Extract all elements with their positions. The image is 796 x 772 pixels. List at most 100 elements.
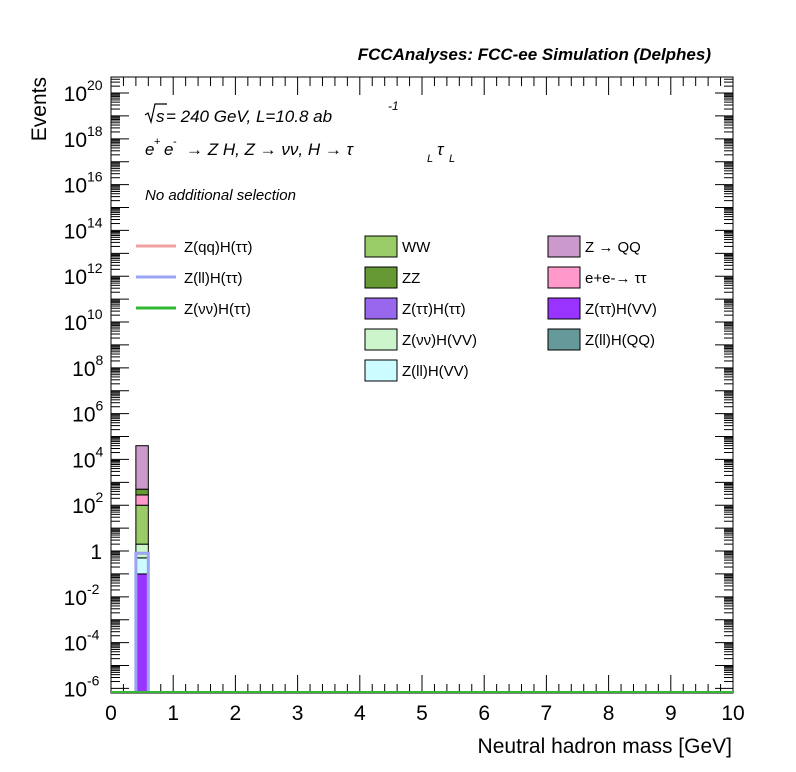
x-tick-label: 9 xyxy=(665,702,677,725)
y-tick-base: 10 xyxy=(64,678,87,701)
process-text: → Z H, Z → νν, H → τ xyxy=(186,140,355,159)
stacked-bars xyxy=(111,445,733,694)
y-tick-label: 10 4 xyxy=(72,443,103,472)
y-axis-label: Events xyxy=(28,77,51,141)
legend-entry: Z(ττ)H(VV) xyxy=(547,297,657,320)
legend-label: Z(ττ)H(VV) xyxy=(585,301,657,318)
x-tick-label: 5 xyxy=(416,702,428,725)
y-tick-base: 10 xyxy=(72,358,95,381)
legend-label: Z(ll)H(VV) xyxy=(402,363,469,380)
x-tick-label: 4 xyxy=(354,702,366,725)
x-tick-label: 6 xyxy=(478,702,490,725)
y-tick-exponent: -6 xyxy=(87,672,100,688)
x-tick-labels: 0 1 2 3 4 5 6 7 8 9 10 xyxy=(105,702,745,725)
legend-label: Z(qq)H(ττ) xyxy=(184,239,253,256)
y-tick-label: 10 2 xyxy=(72,489,103,518)
x-tick-label: 10 xyxy=(721,702,744,725)
legend-entry: Z → QQ xyxy=(547,235,641,258)
process-sub2: L xyxy=(449,153,455,165)
y-tick-base: 10 xyxy=(64,633,87,656)
legend-swatch xyxy=(364,297,398,320)
y-tick-label: 10 18 xyxy=(64,123,103,152)
process-plus: + xyxy=(154,136,160,148)
bar-segment xyxy=(135,488,149,496)
legend-swatch xyxy=(547,297,581,320)
axis-ticks xyxy=(110,76,734,693)
legend-label: Z(ττ)H(ττ) xyxy=(402,301,466,318)
y-tick-label: 10 10 xyxy=(64,306,103,335)
x-tick-label: 0 xyxy=(105,702,117,725)
y-tick-exponent: 16 xyxy=(87,169,103,185)
x-tick-label: 1 xyxy=(167,702,179,725)
legend-entry: WW xyxy=(364,235,431,258)
x-tick-label: 8 xyxy=(603,702,615,725)
process-e2: e xyxy=(164,140,173,159)
lumi-exponent: -1 xyxy=(388,99,399,113)
bar-segment xyxy=(135,557,149,575)
y-tick-base: 10 xyxy=(72,449,95,472)
y-tick-exponent: 10 xyxy=(87,306,103,322)
y-tick-label: 10 12 xyxy=(64,260,103,289)
x-tick-label: 7 xyxy=(541,702,553,725)
plot-frame xyxy=(110,76,734,694)
legend-swatch xyxy=(547,266,581,289)
legend-label: WW xyxy=(402,239,431,256)
y-tick-base: 10 xyxy=(72,495,95,518)
energy-text: = 240 GeV, L=10.8 ab xyxy=(166,107,332,126)
legend-label: Z(ll)H(ττ) xyxy=(184,270,243,287)
process-e1: e xyxy=(145,140,154,159)
y-tick-base: 10 xyxy=(64,220,87,243)
y-tick-base: 10 xyxy=(64,83,87,106)
chart-title: FCCAnalyses: FCC-ee Simulation (Delphes) xyxy=(358,45,712,64)
bar-segment xyxy=(135,573,149,694)
legend-entry: Z(qq)H(ττ) xyxy=(136,239,253,256)
energy-annotation: s = 240 GeV, L=10.8 ab -1 xyxy=(144,99,399,126)
legend-label: e+e-→ ττ xyxy=(585,270,647,287)
y-tick-base: 1 xyxy=(90,541,102,564)
legend-entry: Z(ττ)H(ττ) xyxy=(364,297,466,320)
legend-entry: Z(ll)H(QQ) xyxy=(547,328,655,351)
y-tick-exponent: 4 xyxy=(96,443,104,459)
legend-label: ZZ xyxy=(402,270,420,287)
y-tick-base: 10 xyxy=(72,404,95,427)
legend-entry: Z(ll)H(VV) xyxy=(364,359,469,382)
legend-swatch xyxy=(364,266,398,289)
y-tick-label: 10 -6 xyxy=(64,672,100,701)
y-tick-exponent: -4 xyxy=(87,627,100,643)
y-tick-exponent: -2 xyxy=(87,581,100,597)
y-tick-label: 10 14 xyxy=(64,214,103,243)
y-tick-base: 10 xyxy=(64,312,87,335)
y-tick-label: 10 16 xyxy=(64,169,103,198)
bar-segment xyxy=(135,445,149,490)
bar-segment xyxy=(135,543,149,559)
y-tick-label: 1 xyxy=(90,541,102,564)
legend: Z(qq)H(ττ) Z(ll)H(ττ) Z(νν)H(ττ) WW ZZ Z(ττ)H… xyxy=(136,235,657,382)
legend-label: Z(ll)H(QQ) xyxy=(585,332,655,349)
y-tick-base: 10 xyxy=(64,129,87,152)
process-minus: - xyxy=(173,136,177,148)
y-tick-exponent: 6 xyxy=(96,398,104,414)
sqrt-symbol xyxy=(144,103,167,125)
y-tick-base: 10 xyxy=(64,175,87,198)
legend-swatch xyxy=(547,235,581,258)
legend-entry: e+e-→ ττ xyxy=(547,266,647,289)
signal-line xyxy=(134,551,150,693)
legend-swatch xyxy=(364,328,398,351)
y-tick-base: 10 xyxy=(64,587,87,610)
process-tau2: τ xyxy=(437,140,445,159)
y-tick-label: 10 -4 xyxy=(64,627,100,656)
selection-annotation: No additional selection xyxy=(145,187,296,204)
y-tick-base: 10 xyxy=(64,266,87,289)
x-axis-label: Neutral hadron mass [GeV] xyxy=(478,735,732,758)
legend-swatch xyxy=(547,328,581,351)
energy-s: s xyxy=(156,107,165,126)
y-tick-exponent: 12 xyxy=(87,260,103,276)
legend-entry: ZZ xyxy=(364,266,420,289)
x-tick-label: 2 xyxy=(230,702,242,725)
legend-label: Z → QQ xyxy=(585,239,641,256)
y-tick-exponent: 20 xyxy=(87,77,103,93)
y-tick-exponent: 2 xyxy=(96,489,104,505)
y-tick-label: 10 6 xyxy=(72,398,103,427)
